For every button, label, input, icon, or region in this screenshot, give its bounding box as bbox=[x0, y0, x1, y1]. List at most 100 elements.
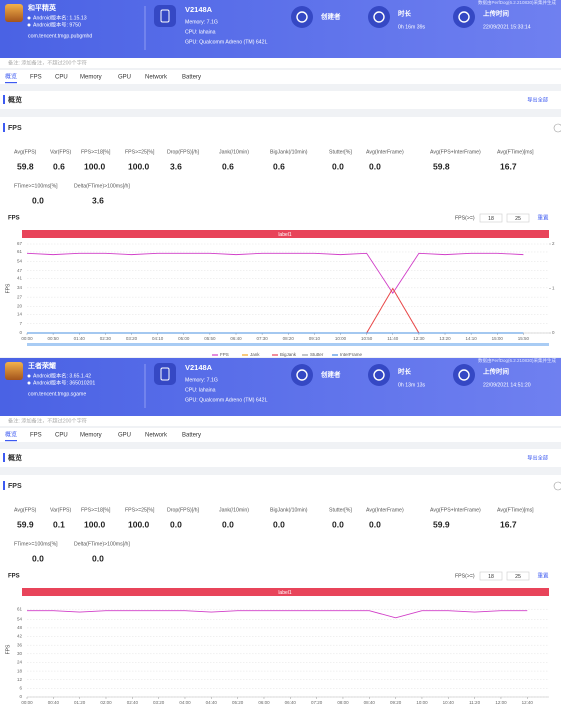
threshold-value: 18 bbox=[488, 216, 494, 222]
icon-glyph bbox=[373, 369, 385, 381]
y-tick-label: 67 bbox=[17, 241, 23, 246]
overview-title: 概览 bbox=[8, 95, 22, 104]
threshold-input[interactable] bbox=[506, 213, 530, 223]
tabs-row bbox=[0, 428, 561, 442]
tab[interactable]: GPU bbox=[118, 75, 131, 81]
metric-value: 0.6 bbox=[222, 161, 234, 171]
threshold-label: FPS(>=) bbox=[455, 215, 475, 221]
x-tick-label: 09:20 bbox=[390, 700, 402, 705]
export-all[interactable]: 导出全部 bbox=[527, 453, 548, 461]
x-tick-label: 11:20 bbox=[469, 700, 480, 705]
scrollbar-handle[interactable] bbox=[27, 343, 549, 346]
metric-label: Avg(FPS+InterFrame) bbox=[430, 149, 481, 155]
y-tick-label: 7 bbox=[19, 321, 22, 326]
duration-icon bbox=[368, 364, 390, 386]
x-tick-label: 06:40 bbox=[230, 336, 242, 341]
tab[interactable]: Memory bbox=[80, 433, 102, 439]
y-tick-label: 54 bbox=[17, 616, 23, 621]
x-tick-label: 09:10 bbox=[309, 336, 321, 341]
creator-label: 创建者 bbox=[320, 370, 341, 379]
reset-button[interactable]: 重置 bbox=[537, 213, 549, 221]
reset-button[interactable]: 重置 bbox=[537, 571, 549, 579]
device-cpu: CPU: lahaina bbox=[185, 29, 216, 35]
x-tick-label: 01:40 bbox=[74, 336, 86, 341]
overview-row bbox=[0, 91, 561, 109]
duration-label: 时长 bbox=[398, 9, 412, 18]
bullet bbox=[27, 16, 31, 20]
threshold-input[interactable] bbox=[479, 213, 503, 223]
device-cpu: CPU: lahaina bbox=[185, 387, 216, 393]
metric-label: Avg(FTime)[ms] bbox=[497, 507, 534, 513]
metric-label: BigJank(/10min) bbox=[270, 507, 308, 513]
metric-label: Stutter[%] bbox=[329, 507, 352, 513]
legend-label: BigJank bbox=[280, 352, 297, 357]
threshold-input[interactable] bbox=[506, 571, 530, 581]
device-memory: Memory: 7.1G bbox=[185, 19, 218, 25]
tab[interactable]: Battery bbox=[182, 75, 201, 81]
y-tick-label: 0 bbox=[19, 330, 22, 335]
threshold-input[interactable] bbox=[479, 571, 503, 581]
export-all[interactable]: 导出全部 bbox=[527, 95, 548, 103]
x-tick-label: 05:20 bbox=[232, 700, 244, 705]
tab-underline bbox=[5, 82, 17, 84]
header-bg bbox=[0, 358, 561, 416]
y-tick-label: 34 bbox=[17, 285, 23, 290]
metric-value: 0.0 bbox=[32, 553, 44, 563]
x-tick-label: 08:40 bbox=[364, 700, 376, 705]
metric-label: Var(FPS) bbox=[50, 507, 72, 513]
collapse-button[interactable] bbox=[553, 123, 561, 133]
overview-title: 概览 bbox=[8, 453, 22, 462]
app-package: com.tencent.tmgp.sgame bbox=[28, 391, 86, 397]
device-icon bbox=[154, 5, 176, 27]
app-name: 和平精英 bbox=[27, 3, 57, 12]
y-tick-label: 42 bbox=[17, 634, 23, 639]
icon-glyph bbox=[458, 369, 470, 381]
label-band bbox=[22, 588, 549, 596]
x-tick-label: 03:20 bbox=[126, 336, 138, 341]
tab[interactable]: GPU bbox=[118, 433, 131, 439]
series-line bbox=[26, 252, 524, 294]
metric-value: 0.0 bbox=[273, 519, 285, 529]
x-tick-label: 12:40 bbox=[522, 700, 534, 705]
collapse-button[interactable] bbox=[553, 481, 561, 491]
y-axis-label: FPS bbox=[5, 644, 11, 654]
tab[interactable]: CPU bbox=[55, 433, 68, 439]
note: 备注: 添加备注，不超过200个字符 bbox=[8, 416, 87, 424]
x-tick-label: 02:00 bbox=[100, 700, 112, 705]
section-marker bbox=[3, 95, 5, 104]
x-tick-label: 12:00 bbox=[495, 700, 507, 705]
app-package: com.tencent.tmgp.pubgmhd bbox=[28, 33, 92, 39]
metric-value: 59.8 bbox=[17, 161, 34, 171]
section-marker bbox=[3, 123, 5, 132]
y2-tick-label: 2 bbox=[552, 241, 555, 246]
y-tick-label: 54 bbox=[17, 258, 23, 263]
metric-label: Delta(FTime)>100ms[/h] bbox=[74, 183, 130, 189]
chart-title: FPS bbox=[8, 216, 20, 222]
legend-label: Jank bbox=[250, 352, 260, 357]
metric-value: 59.9 bbox=[433, 519, 450, 529]
tab[interactable]: 概览 bbox=[5, 431, 17, 439]
tab[interactable]: FPS bbox=[30, 75, 42, 81]
tab[interactable]: 概览 bbox=[5, 73, 17, 81]
upload-time-label: 上传时间 bbox=[483, 367, 510, 376]
x-tick-label: 14:10 bbox=[466, 336, 478, 341]
x-tick-label: 02:40 bbox=[127, 700, 139, 705]
tab[interactable]: Memory bbox=[80, 75, 102, 81]
x-tick-label: 00:50 bbox=[47, 336, 59, 341]
tab[interactable]: CPU bbox=[55, 75, 68, 81]
y-tick-label: 24 bbox=[17, 660, 23, 665]
x-tick-label: 15:50 bbox=[518, 336, 530, 341]
tab[interactable]: Battery bbox=[182, 433, 201, 439]
tab[interactable]: FPS bbox=[30, 433, 42, 439]
x-tick-label: 04:00 bbox=[179, 700, 191, 705]
metric-value: 100.0 bbox=[84, 161, 106, 171]
x-tick-label: 10:40 bbox=[443, 700, 455, 705]
note: 备注: 添加备注，不超过200个字符 bbox=[8, 58, 87, 66]
icon-glyph bbox=[296, 11, 308, 23]
note-row bbox=[0, 58, 561, 68]
metric-label: FTime>=100ms[%] bbox=[14, 541, 58, 547]
tab[interactable]: Network bbox=[145, 75, 168, 81]
upload-time-value: 22/09/2021 14:51:20 bbox=[483, 382, 531, 388]
creator-icon bbox=[291, 6, 313, 28]
tab[interactable]: Network bbox=[145, 433, 168, 439]
